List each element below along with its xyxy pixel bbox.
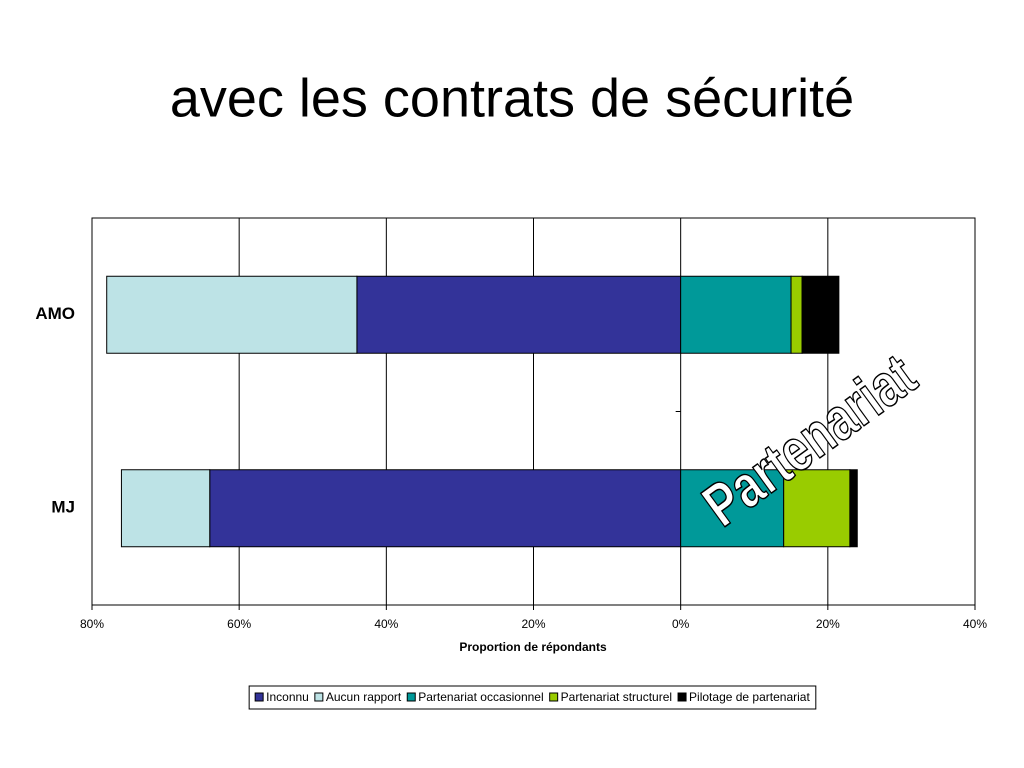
bar-segment bbox=[801, 275, 840, 354]
bar-segment bbox=[790, 275, 803, 354]
x-tick-label: 20% bbox=[521, 617, 545, 631]
y-tick-label: MJ bbox=[51, 498, 75, 517]
bar-segment bbox=[106, 275, 358, 354]
x-tick-label: 20% bbox=[816, 617, 840, 631]
legend bbox=[248, 685, 817, 710]
bar-segment bbox=[849, 469, 858, 548]
legend-swatch bbox=[314, 692, 324, 702]
bar-segment bbox=[120, 469, 211, 548]
x-tick-label: 80% bbox=[80, 617, 104, 631]
bar-segment bbox=[680, 275, 792, 354]
x-tick-label: 0% bbox=[672, 617, 690, 631]
legend-label: Partenariat occasionnel bbox=[418, 690, 543, 704]
x-tick-label: 40% bbox=[374, 617, 398, 631]
legend-label: Aucun rapport bbox=[326, 690, 402, 704]
x-axis-label: Proportion de répondants bbox=[459, 640, 607, 654]
legend-label: Partenariat structurel bbox=[561, 690, 672, 704]
legend-label: Inconnu bbox=[266, 690, 309, 704]
legend-swatch bbox=[549, 692, 559, 702]
legend-swatch bbox=[254, 692, 264, 702]
x-tick-label: 40% bbox=[963, 617, 987, 631]
bar-segment bbox=[783, 469, 851, 548]
bar-segment bbox=[209, 469, 682, 548]
x-tick-label: 60% bbox=[227, 617, 251, 631]
legend-label: Pilotage de partenariat bbox=[689, 690, 810, 704]
legend-swatch bbox=[406, 692, 416, 702]
chart-title: avec les contrats de sécurité bbox=[170, 68, 854, 128]
bar-segment bbox=[356, 275, 682, 354]
y-tick-label: AMO bbox=[35, 304, 75, 323]
legend-swatch bbox=[677, 692, 687, 702]
